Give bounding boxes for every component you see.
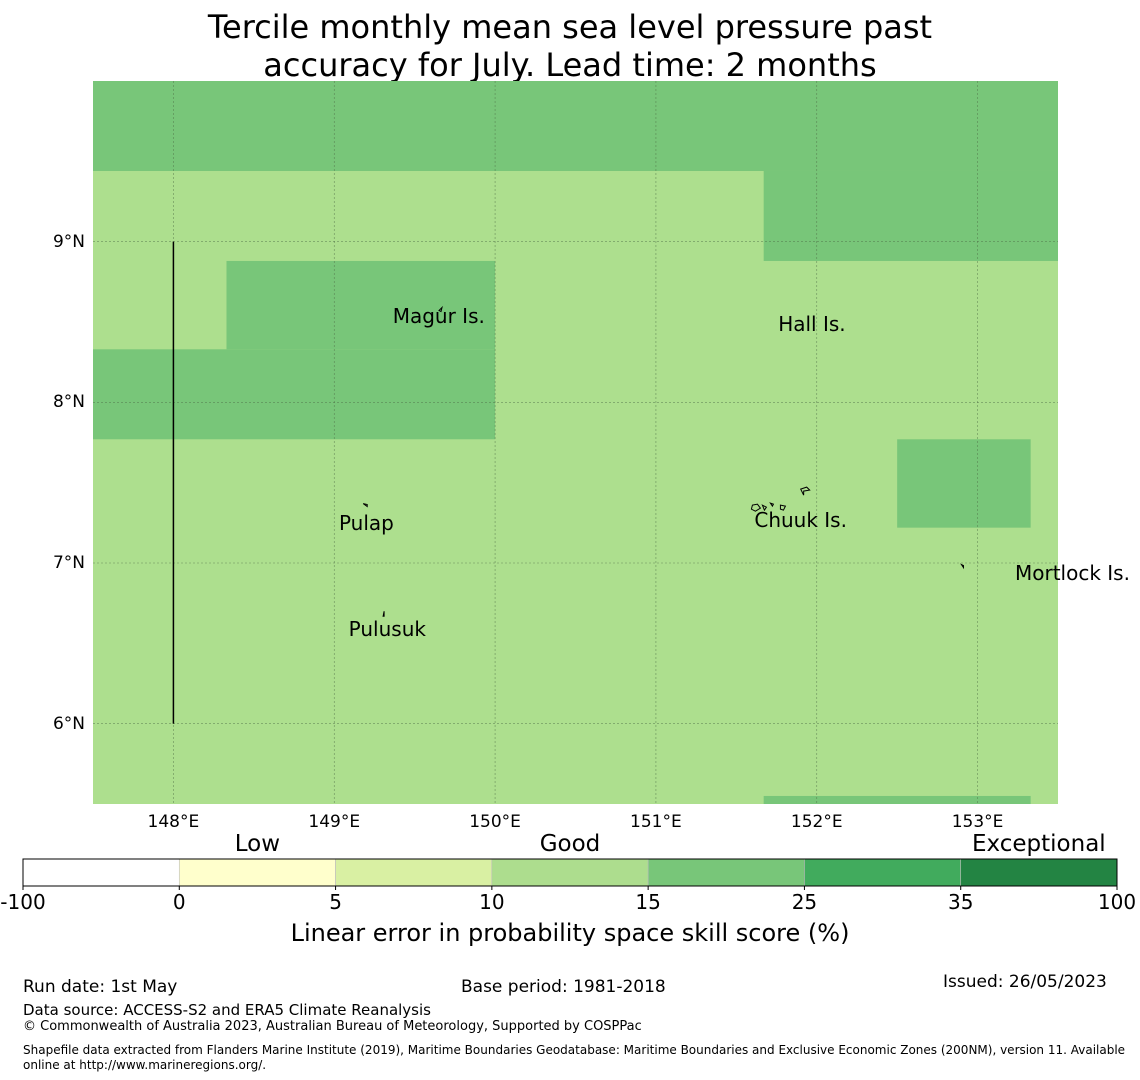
colorbar-tick-label: 10	[479, 890, 505, 914]
issued-date: Issued: 26/05/2023	[943, 972, 1107, 992]
place-label: Pulap	[338, 510, 394, 535]
place-label: Hall Is.	[778, 311, 846, 336]
place-label: Magur Is.	[392, 303, 485, 328]
skill-cell-3	[93, 349, 496, 440]
copyright-notice: © Commonwealth of Australia 2023, Austra…	[23, 1019, 642, 1034]
lon-tick-label: 153°E	[951, 812, 1004, 832]
colorbar-tick-label: -100	[0, 890, 46, 914]
place-label: Chuuk Is.	[754, 507, 847, 532]
colorbar-bin	[960, 858, 1118, 887]
skill-cell-0	[93, 81, 1058, 171]
island-outline-icon	[750, 502, 787, 512]
island-outline-icon	[960, 563, 964, 570]
colorbar-bin	[22, 858, 180, 887]
colorbar-tick-label: 5	[329, 890, 342, 914]
colorbar-bin	[647, 858, 805, 887]
skill-cell-4	[897, 439, 1031, 528]
lon-tick-label: 148°E	[147, 812, 200, 832]
colorbar-tick-label: 35	[947, 890, 974, 914]
lon-tick-label: 149°E	[308, 812, 361, 832]
shapefile-credit-line-1: Shapefile data extracted from Flanders M…	[23, 1043, 1126, 1057]
colorbar-frame	[22, 858, 1118, 887]
place-label: Mortlock Is.	[1014, 560, 1130, 585]
place-label: Pulusuk	[348, 616, 426, 641]
map-title-line-2: accuracy for July. Lead time: 2 months	[263, 46, 877, 84]
colorbar-axis-label: Linear error in probability space skill …	[290, 919, 850, 947]
colorbar-tick-label: 0	[172, 890, 186, 914]
skill-cell-1	[763, 170, 1058, 261]
skill-cell-2	[226, 260, 496, 350]
colorbar-bin	[335, 858, 493, 887]
lon-tick-label: 151°E	[630, 812, 682, 832]
colorbar-tick-label: 100	[1097, 890, 1137, 914]
skill-cell-5	[763, 795, 1031, 804]
shapefile-credit-line-2: online at http://www.marineregions.org/.	[23, 1058, 267, 1072]
island-outline-icon	[382, 611, 385, 617]
map-title-line-1: Tercile monthly mean sea level pressure …	[207, 8, 933, 46]
colorbar-bin	[491, 858, 649, 887]
lat-tick-label: 9°N	[52, 231, 85, 252]
colorbar-tick-label: 15	[635, 890, 661, 914]
data-source: Data source: ACCESS-S2 and ERA5 Climate …	[23, 1001, 431, 1019]
colorbar-bin	[804, 858, 962, 887]
island-outline-icon	[362, 503, 368, 508]
colorbar-tick-label: 25	[791, 890, 818, 914]
run-date: Run date: 1st May	[23, 977, 178, 997]
colorbar-category-label: Exceptional	[972, 831, 1106, 857]
base-period: Base period: 1981-2018	[461, 977, 666, 997]
lon-tick-label: 152°E	[790, 812, 843, 832]
colorbar-category-label: Good	[539, 831, 601, 857]
island-outline-icon	[438, 305, 443, 313]
lat-tick-label: 8°N	[52, 392, 85, 413]
colorbar-category-label: Low	[234, 831, 281, 857]
island-outline-icon	[799, 486, 811, 496]
lat-tick-label: 6°N	[52, 713, 85, 734]
lon-tick-label: 150°E	[469, 812, 521, 832]
lat-tick-label: 7°N	[52, 553, 85, 573]
colorbar-bin	[178, 858, 336, 887]
